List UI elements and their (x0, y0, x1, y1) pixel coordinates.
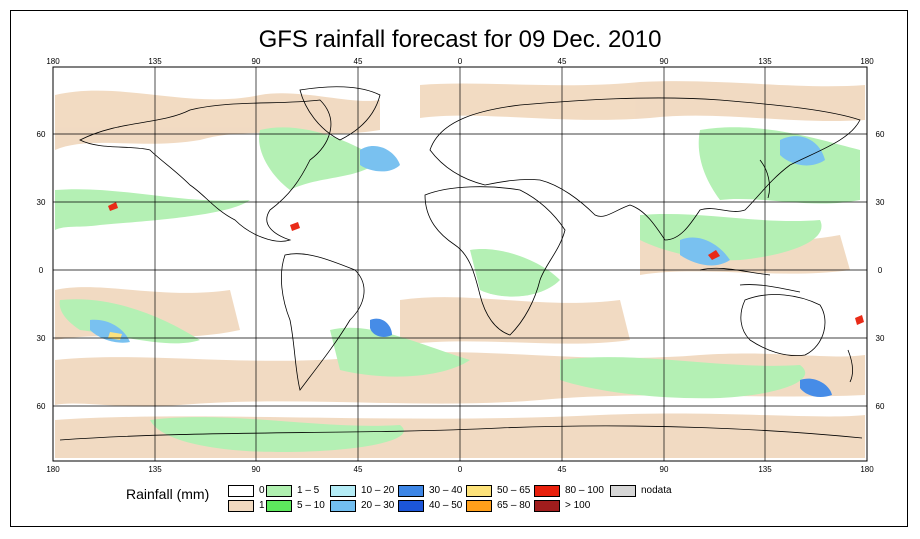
legend-label: 80 – 100 (565, 485, 604, 496)
coastline-europe-asia (429, 97, 861, 241)
coastline-south-america (281, 253, 365, 391)
lat-tick: 0 (878, 266, 883, 275)
lon-tick: 45 (354, 57, 363, 66)
lon-tick: 135 (148, 465, 162, 474)
legend-label: 1 – 5 (297, 485, 320, 496)
rain-zone-1-5mm (150, 417, 404, 452)
legend-swatch (610, 485, 636, 497)
map-title: GFS rainfall forecast for 09 Dec. 2010 (258, 26, 662, 53)
lat-tick: 0 (39, 266, 44, 275)
legend-label: 65 – 80 (497, 500, 531, 511)
lon-tick: 0 (458, 57, 463, 66)
rain-zone-20-30mm (680, 237, 730, 266)
rain-zone-80-100mm (290, 222, 300, 231)
legend-title: Rainfall (mm) (126, 486, 210, 502)
rain-zone-1-5mm (560, 357, 806, 399)
rain-zone-1-5mm (470, 249, 560, 297)
legend-swatch (330, 500, 356, 512)
lat-tick: 30 (876, 334, 885, 343)
legend-swatch (266, 485, 292, 497)
lon-tick: 180 (46, 465, 60, 474)
rainfall-field (55, 81, 865, 458)
lon-tick: 45 (558, 57, 567, 66)
lat-tick: 60 (876, 130, 885, 139)
legend-swatch (398, 500, 424, 512)
lon-tick: 135 (758, 465, 772, 474)
lon-ticks-bottom: 180 135 90 45 0 45 90 135 180 (46, 465, 874, 474)
rain-zone-1mm (420, 81, 865, 122)
rain-zone-30-40mm (370, 318, 392, 338)
rain-zone-1-5mm (698, 127, 860, 204)
legend-label: 10 – 20 (361, 485, 395, 496)
lat-tick: 30 (37, 334, 46, 343)
rain-zone-80-100mm (855, 315, 864, 325)
legend-label: 30 – 40 (429, 485, 463, 496)
coastline-indonesia (699, 267, 801, 293)
coastline-japan (759, 159, 770, 199)
coastline-new-zealand (847, 349, 854, 383)
coastline-africa (424, 186, 566, 336)
legend-swatch (330, 485, 356, 497)
rain-zone-80-100mm (108, 202, 118, 211)
legend-label: 5 – 10 (297, 500, 325, 511)
rain-zone-1-5mm (259, 127, 380, 190)
legend-label: > 100 (565, 500, 591, 511)
lon-ticks-top: 180 135 90 45 0 45 90 135 180 (46, 57, 874, 66)
rain-zone-1mm (55, 90, 380, 150)
legend-label: 50 – 65 (497, 485, 531, 496)
lon-tick: 180 (860, 465, 874, 474)
figure-frame (10, 10, 908, 527)
coastline-australia (740, 294, 826, 357)
lat-tick: 60 (37, 130, 46, 139)
legend-swatch (228, 500, 254, 512)
lat-ticks-right: 60 30 0 30 60 (876, 130, 885, 411)
legend-label: 1 (259, 500, 265, 511)
lat-tick: 30 (876, 198, 885, 207)
lon-tick: 180 (860, 57, 874, 66)
rain-zone-30-40mm (800, 378, 832, 398)
lat-tick: 60 (37, 402, 46, 411)
rain-zone-80-100mm (708, 250, 720, 260)
lon-tick: 90 (252, 465, 261, 474)
coastline-north-america (79, 99, 332, 242)
lon-tick: 90 (660, 57, 669, 66)
legend-swatch (534, 485, 560, 497)
legend-label: 0 (259, 485, 265, 496)
rain-zone-1-5mm (59, 299, 200, 344)
legend-label: nodata (641, 485, 672, 496)
rain-zone-20-30mm (780, 136, 825, 166)
lon-tick: 0 (458, 465, 463, 474)
lon-tick: 90 (660, 465, 669, 474)
legend-swatch (228, 485, 254, 497)
lon-tick: 135 (758, 57, 772, 66)
lat-tick: 60 (876, 402, 885, 411)
lat-ticks-left: 60 30 0 30 60 (37, 130, 46, 411)
lon-tick: 180 (46, 57, 60, 66)
coastline-greenland (299, 86, 381, 141)
legend-swatch (266, 500, 292, 512)
lat-tick: 30 (37, 198, 46, 207)
legend-swatch (534, 500, 560, 512)
rain-zone-1mm (400, 297, 630, 345)
lon-tick: 90 (252, 57, 261, 66)
lon-tick: 135 (148, 57, 162, 66)
legend-label: 40 – 50 (429, 500, 463, 511)
legend-swatch (466, 485, 492, 497)
legend-swatch (466, 500, 492, 512)
rain-zone-1-5mm (330, 327, 470, 377)
legend-label: 20 – 30 (361, 500, 395, 511)
lon-tick: 45 (354, 465, 363, 474)
coastline-antarctica (59, 425, 863, 441)
lon-tick: 45 (558, 465, 567, 474)
rain-zone-1-5mm (55, 189, 250, 230)
legend-swatch (398, 485, 424, 497)
graticule (53, 67, 867, 461)
coastlines (59, 86, 863, 441)
rain-zone-20-30mm (360, 145, 400, 172)
